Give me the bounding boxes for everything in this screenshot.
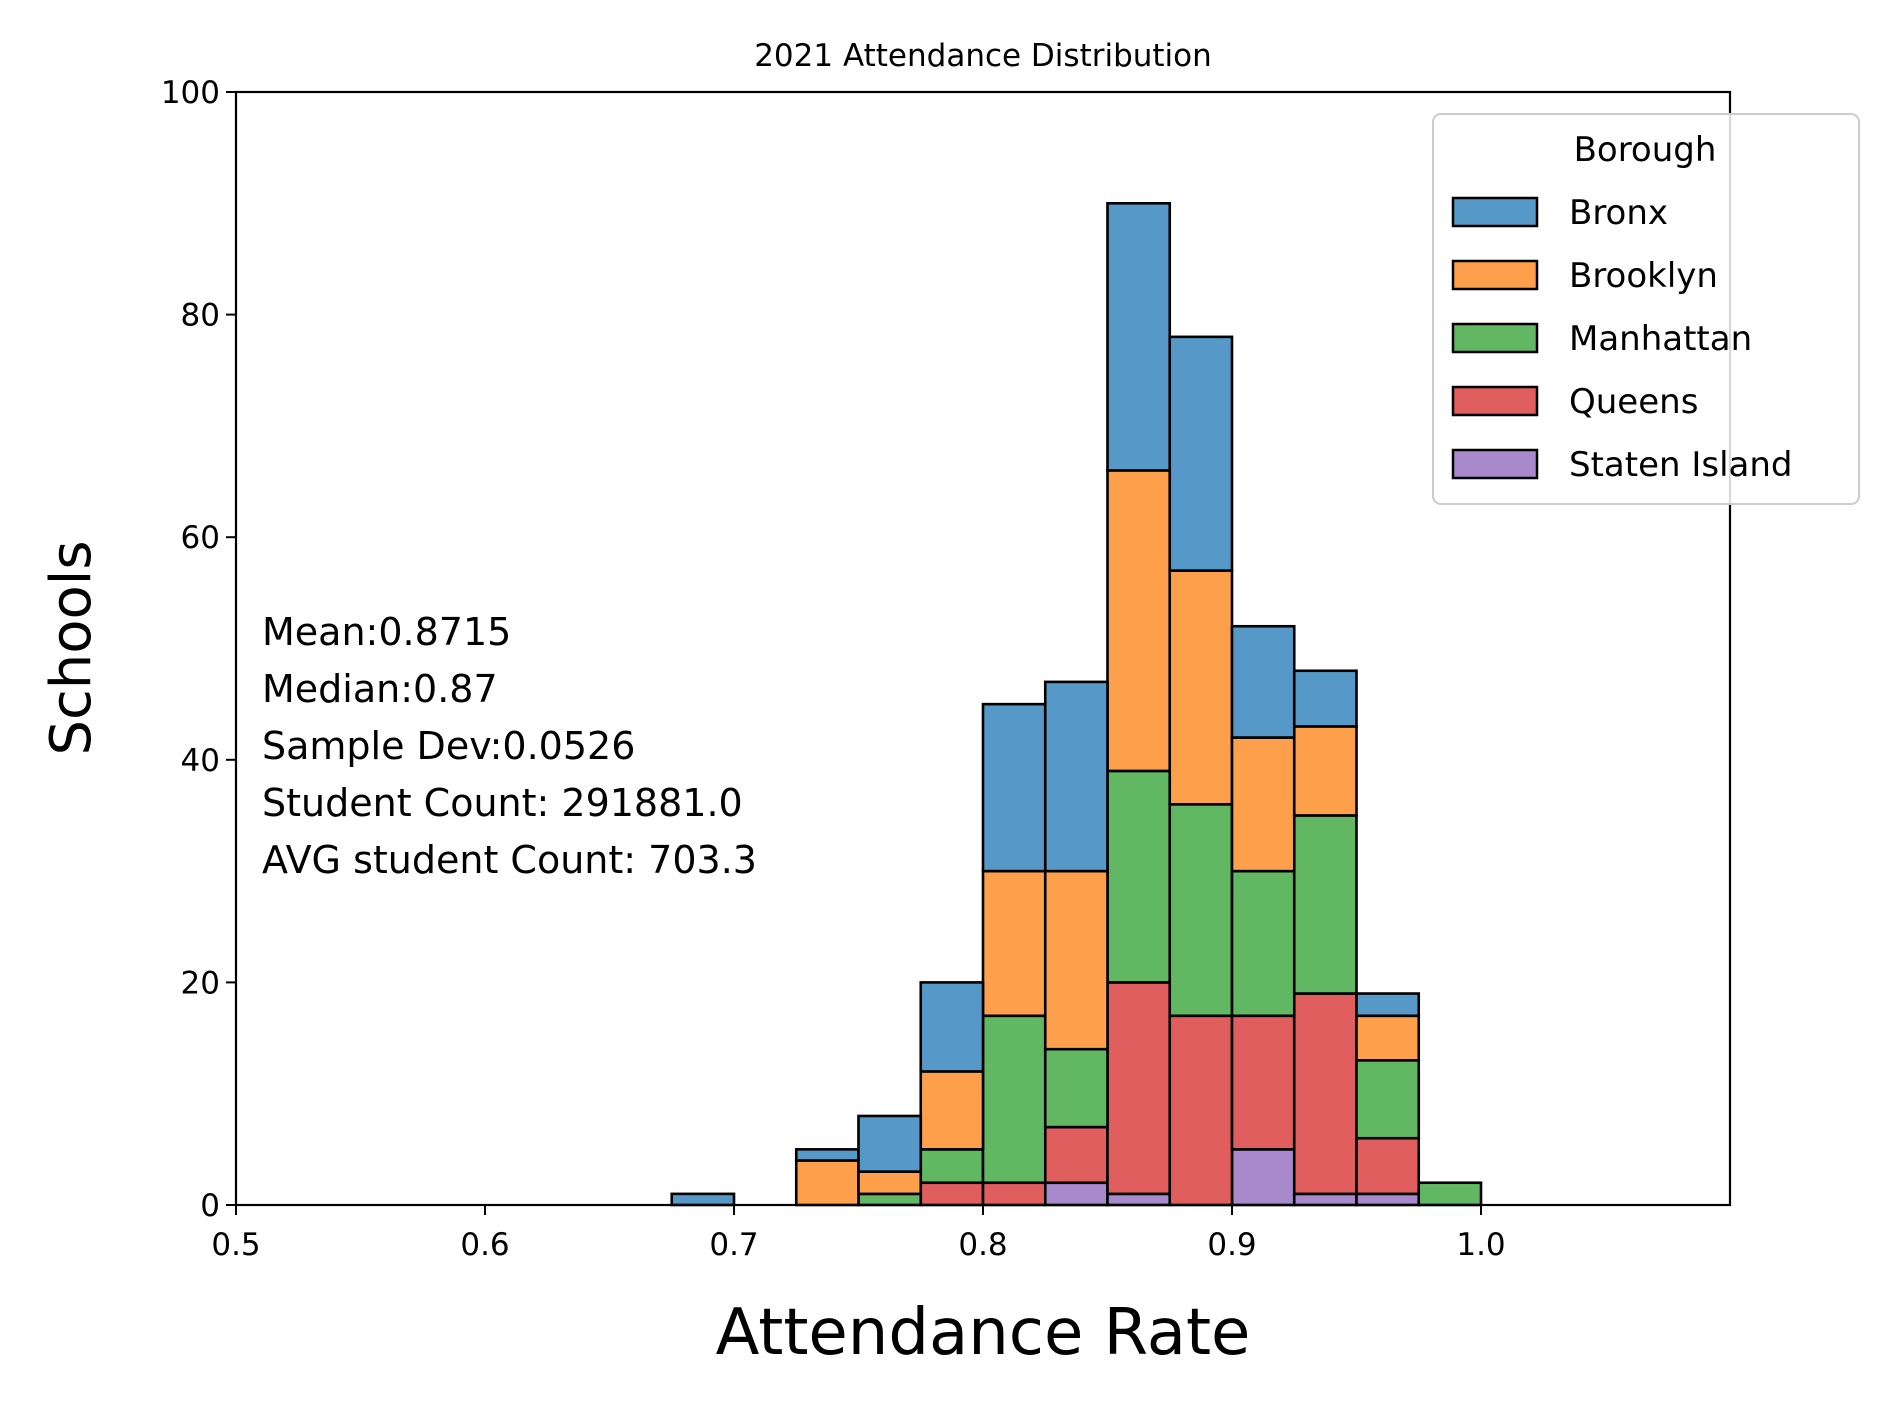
bar-manhattan-bin-16	[1230, 869, 1296, 1018]
bar-brooklyn-bin-12	[981, 869, 1047, 1018]
bar-brooklyn-bin-13	[1043, 869, 1109, 1051]
y-tick-label: 60	[181, 520, 220, 556]
x-tick-label: 0.6	[460, 1227, 509, 1263]
y-tick-label: 40	[181, 743, 220, 779]
bar-manhattan-bin-10	[857, 1192, 923, 1207]
annotation-mean: Mean:0.8715	[262, 610, 511, 654]
bar-staten-island-bin-17	[1292, 1192, 1358, 1207]
bar-brooklyn-bin-9	[794, 1159, 860, 1207]
bar-queens-bin-12	[981, 1181, 1047, 1207]
bar-brooklyn-bin-10	[857, 1170, 923, 1196]
bar-brooklyn-bin-17	[1292, 725, 1358, 817]
x-tick-label: 1.0	[1456, 1227, 1505, 1263]
bar-staten-island-bin-16	[1230, 1148, 1296, 1207]
legend-frame	[1432, 113, 1860, 505]
y-tick-label: 20	[181, 965, 220, 1001]
bar-brooklyn-bin-15	[1168, 569, 1234, 806]
bar-bronx-bin-16	[1230, 624, 1296, 739]
bar-manhattan-bin-13	[1043, 1047, 1109, 1129]
y-axis-label: Schools	[39, 540, 104, 755]
legend-label-manhattan: Manhattan	[1569, 319, 1752, 359]
bar-brooklyn-bin-18	[1355, 1014, 1421, 1062]
legend-items: Bronx Brooklyn Manhattan Queens Staten Islan…	[1451, 193, 1793, 485]
annotation-median: Median:0.87	[262, 667, 498, 711]
bar-brooklyn-bin-14	[1106, 469, 1172, 773]
y-axis: 0 20 40 60 80 100	[161, 75, 236, 1224]
annotation-sample-dev: Sample Dev:0.0526	[262, 724, 635, 768]
x-tick-label: 0.8	[958, 1227, 1007, 1263]
bar-bronx-bin-12	[981, 702, 1047, 873]
x-tick-label: 0.9	[1207, 1227, 1256, 1263]
bar-queens-bin-13	[1043, 1125, 1109, 1185]
legend-swatch-bronx	[1451, 196, 1539, 228]
bar-manhattan-bin-17	[1292, 814, 1358, 995]
bar-manhattan-bin-15	[1168, 803, 1234, 1018]
x-axis: 0.5 0.6 0.7 0.8 0.9 1.0	[211, 1205, 1506, 1263]
legend-label-queens: Queens	[1569, 382, 1698, 422]
bar-staten-island-bin-18	[1355, 1192, 1421, 1207]
bar-queens-bin-17	[1292, 992, 1358, 1196]
bar-queens-bin-14	[1106, 981, 1172, 1196]
bar-manhattan-bin-18	[1355, 1059, 1421, 1140]
bar-queens-bin-16	[1230, 1014, 1296, 1151]
bar-bronx-bin-11	[919, 981, 985, 1073]
y-tick-label: 0	[200, 1188, 220, 1224]
stats-annotation: Mean:0.8715 Median:0.87 Sample Dev:0.052…	[262, 610, 757, 882]
bar-bronx-bin-9	[794, 1148, 860, 1162]
legend-label-bronx: Bronx	[1569, 193, 1668, 233]
legend-swatch-manhattan	[1451, 322, 1539, 354]
y-tick-label: 80	[181, 298, 220, 334]
bars-layer	[670, 202, 1483, 1207]
bar-manhattan-bin-14	[1106, 769, 1172, 984]
bar-bronx-bin-18	[1355, 992, 1421, 1018]
bar-brooklyn-bin-11	[919, 1070, 985, 1151]
bar-bronx-bin-10	[857, 1114, 923, 1173]
bar-manhattan-bin-19	[1417, 1181, 1483, 1207]
bar-manhattan-bin-11	[919, 1148, 985, 1185]
bar-bronx-bin-14	[1106, 202, 1172, 472]
legend-label-staten-island: Staten Island	[1569, 445, 1793, 485]
chart-title: 2021 Attendance Distribution	[754, 38, 1212, 74]
legend-title: Borough	[1574, 130, 1717, 170]
legend-swatch-queens	[1451, 385, 1539, 417]
annotation-student-count: Student Count: 291881.0	[262, 781, 743, 825]
bar-brooklyn-bin-16	[1230, 736, 1296, 873]
x-tick-label: 0.7	[709, 1227, 758, 1263]
bar-bronx-bin-13	[1043, 680, 1109, 873]
legend-swatch-brooklyn	[1451, 259, 1539, 291]
x-axis-label: Attendance Rate	[716, 1296, 1251, 1370]
y-tick-label: 100	[161, 75, 220, 111]
bar-staten-island-bin-13	[1043, 1181, 1109, 1207]
annotation-avg-student-count: AVG student Count: 703.3	[262, 838, 757, 882]
legend-swatch-staten-island	[1451, 448, 1539, 480]
legend: Borough Bronx Brooklyn Manhattan Queens Stat…	[1432, 113, 1860, 505]
bar-queens-bin-15	[1168, 1014, 1234, 1207]
bar-queens-bin-11	[919, 1181, 985, 1207]
bar-bronx-bin-17	[1292, 669, 1358, 728]
legend-label-brooklyn: Brooklyn	[1569, 256, 1718, 296]
x-tick-label: 0.5	[211, 1227, 260, 1263]
bar-bronx-bin-15	[1168, 335, 1234, 572]
bar-bronx-bin-7	[670, 1192, 736, 1207]
bar-queens-bin-18	[1355, 1136, 1421, 1196]
bar-manhattan-bin-12	[981, 1014, 1047, 1185]
bar-staten-island-bin-14	[1106, 1192, 1172, 1207]
